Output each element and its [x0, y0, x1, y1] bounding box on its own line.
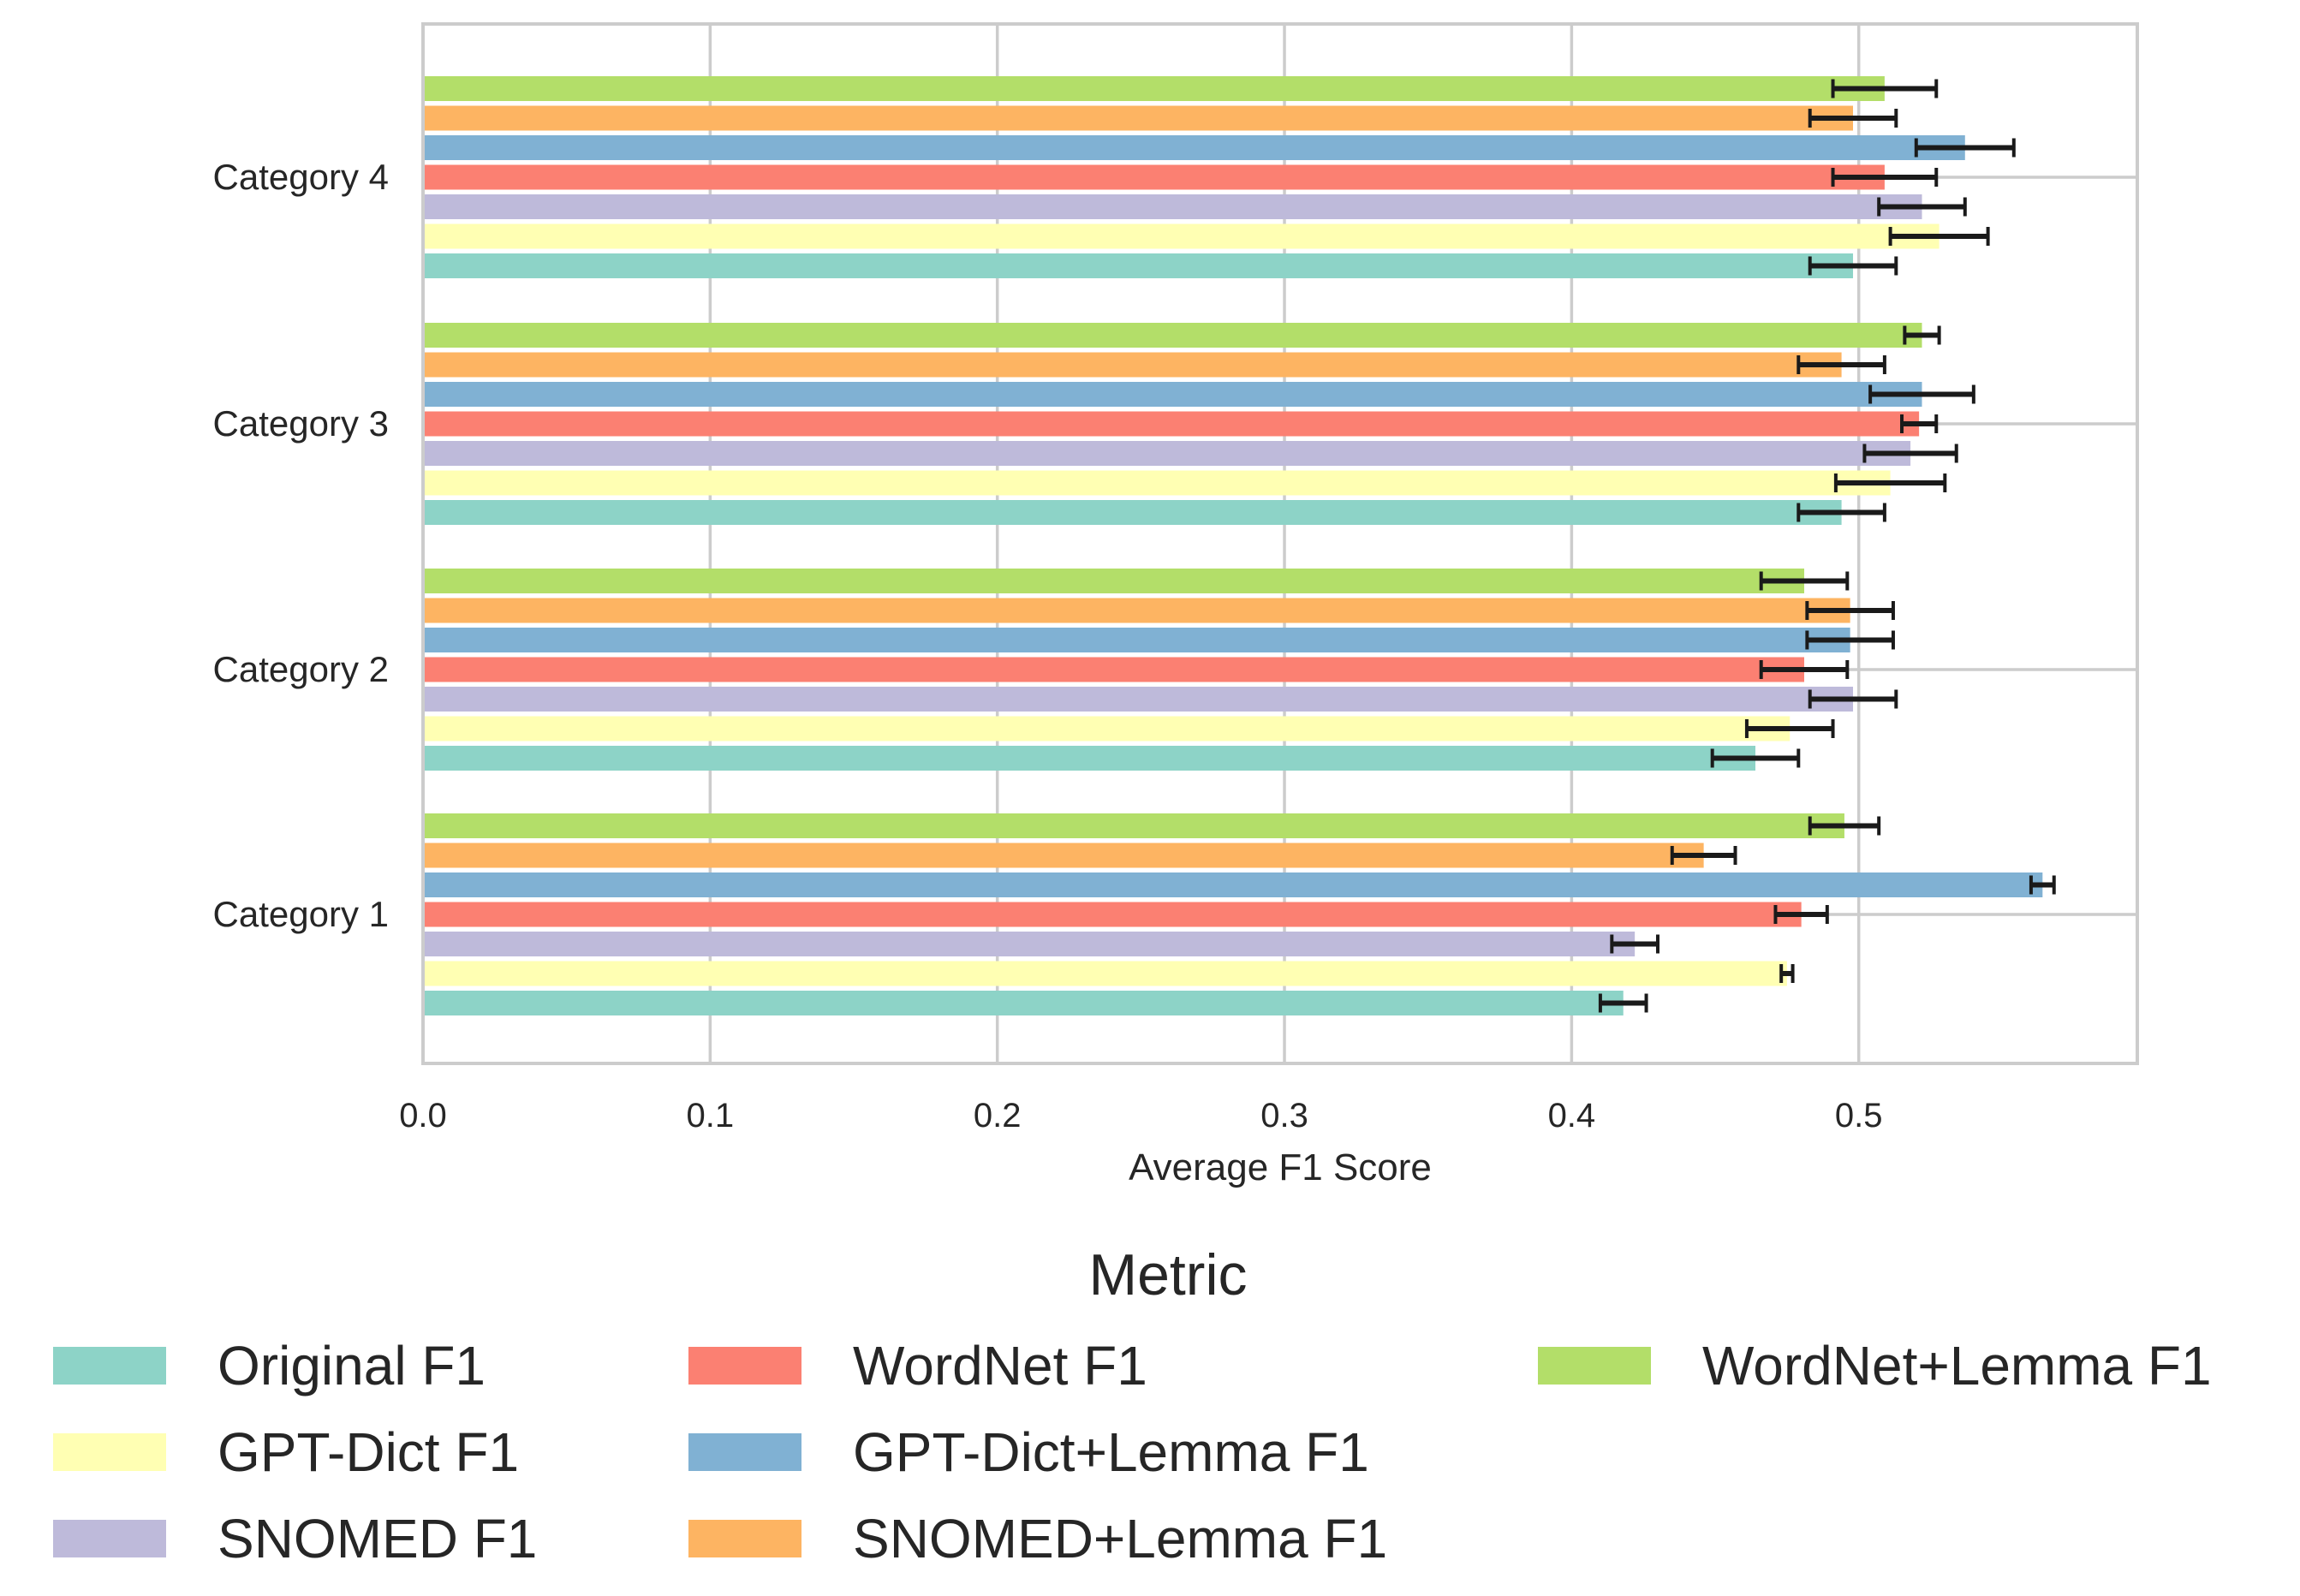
bar	[423, 135, 1965, 160]
bar	[423, 598, 1850, 623]
bar	[423, 746, 1755, 771]
bar	[423, 194, 1922, 219]
legend-label: GPT-Dict+Lemma F1	[853, 1421, 1369, 1483]
legend-swatch	[53, 1347, 166, 1385]
bar	[423, 932, 1636, 956]
bar	[423, 352, 1842, 378]
legend-label: WordNet+Lemma F1	[1702, 1335, 2212, 1396]
bar	[423, 323, 1922, 348]
legend-label: GPT-Dict F1	[217, 1421, 519, 1483]
legend-swatch	[1538, 1347, 1651, 1385]
bar	[423, 223, 1940, 249]
x-tick-label: 0.0	[399, 1097, 447, 1134]
bar	[423, 872, 2043, 897]
bar	[423, 687, 1854, 712]
bar	[423, 991, 1624, 1015]
bar	[423, 500, 1842, 525]
bar	[423, 843, 1704, 868]
bar	[423, 411, 1920, 437]
legend-label: SNOMED+Lemma F1	[853, 1508, 1387, 1569]
x-tick-label: 0.1	[687, 1097, 735, 1134]
legend-swatch	[53, 1433, 166, 1471]
legend-label: Original F1	[217, 1335, 486, 1396]
x-tick-label: 0.2	[974, 1097, 1022, 1134]
x-axis-title: Average F1 Score	[1129, 1146, 1432, 1188]
bar	[423, 441, 1911, 466]
bar	[423, 902, 1802, 927]
plot-frame	[421, 22, 2139, 1065]
legend-items: Original F1 GPT-Dict F1 SNOMED F1 WordNet F…	[53, 1335, 2212, 1569]
x-tick-label: 0.5	[1835, 1097, 1883, 1134]
bars	[423, 76, 2043, 1015]
y-tick-label: Category 2	[213, 649, 389, 689]
bar	[423, 961, 1787, 986]
legend-swatch	[53, 1520, 166, 1557]
x-tick-label: 0.4	[1548, 1097, 1596, 1134]
bar	[423, 569, 1805, 593]
y-tick-label: Category 1	[213, 894, 389, 934]
bar	[423, 813, 1844, 838]
legend-swatch	[688, 1520, 801, 1557]
legend-title: Metric	[1088, 1242, 1247, 1307]
bar	[423, 628, 1850, 652]
legend: Metric Original F1 GPT-Dict F1 SNOMED F1 Wo…	[53, 1242, 2212, 1569]
bar	[423, 657, 1805, 682]
legend-swatch	[688, 1433, 801, 1471]
bar	[423, 105, 1854, 131]
bar	[423, 164, 1885, 190]
bar	[423, 716, 1791, 741]
x-tick-label: 0.3	[1260, 1097, 1308, 1134]
y-tick-label: Category 3	[213, 403, 389, 444]
legend-label: SNOMED F1	[217, 1508, 537, 1569]
axis-ticks: 0.0 0.1 0.2 0.3 0.4 0.5 Category 1 Category 2 Ca…	[213, 157, 1883, 1134]
legend-label: WordNet F1	[853, 1335, 1147, 1396]
error-bars	[1598, 79, 2056, 1013]
legend-swatch	[688, 1347, 801, 1385]
y-tick-label: Category 4	[213, 157, 389, 197]
bar	[423, 253, 1854, 278]
bar	[423, 76, 1885, 101]
bar	[423, 382, 1922, 407]
bar	[423, 470, 1891, 496]
